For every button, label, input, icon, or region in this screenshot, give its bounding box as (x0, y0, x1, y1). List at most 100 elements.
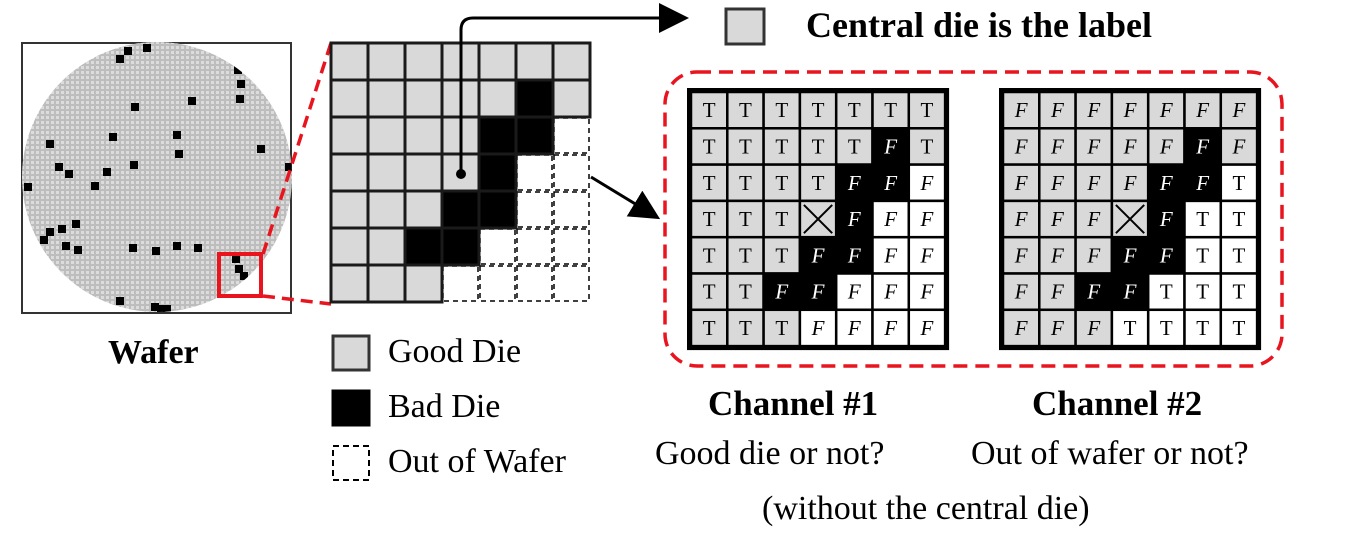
channel-cell-value: T (739, 98, 752, 122)
zoom-cell-bad (514, 115, 555, 156)
zoom-cell-bad (440, 189, 481, 230)
channel-cell (726, 127, 765, 166)
channel-cell (1001, 272, 1041, 312)
channel-cell-value: T (1233, 280, 1246, 304)
channel-cell (798, 308, 838, 348)
channel-cell-value: F (883, 207, 897, 231)
wafer-bad-die (188, 97, 196, 105)
channel-cell-value: F (920, 316, 934, 340)
wafer-bad-die (116, 55, 124, 63)
legend-good-swatch (331, 334, 371, 372)
channel-grid-border (687, 88, 950, 351)
wafer-bad-die (129, 244, 137, 252)
channel-cell-value: F (920, 171, 934, 195)
channel-cell (907, 235, 947, 275)
channel-cell-value: T (1233, 243, 1246, 267)
channel2-title: Channel #2 (1032, 384, 1203, 423)
channel-cell (726, 308, 765, 348)
channel-cell-value: T (703, 316, 716, 340)
channel-cell-value: F (1014, 316, 1028, 340)
channel-cell-value: T (739, 280, 752, 304)
channel-cell-value: F (1050, 207, 1064, 231)
channel-cell-value: F (1123, 243, 1137, 267)
channel-cell-value: F (1159, 207, 1173, 231)
channel-cell-value: T (848, 134, 861, 158)
zoom-cell-good (329, 263, 370, 304)
central-die-cross (803, 204, 833, 234)
channel-cell-value: F (1123, 280, 1137, 304)
channel-cell-value: F (1050, 98, 1064, 122)
channel-cell-value: T (812, 98, 825, 122)
zoom-cell-good (329, 115, 370, 156)
channel-cell-value: T (1160, 316, 1173, 340)
channel-cell (1074, 90, 1114, 130)
wafer-bad-die (116, 297, 124, 305)
wafer-bad-die (194, 244, 202, 252)
zoom-cell-good (551, 41, 592, 82)
channel-cell-value: T (1196, 316, 1209, 340)
channel-cell (762, 235, 802, 275)
zoom-cell-good (403, 78, 444, 119)
channel-cell-value: F (811, 316, 825, 340)
wafer-bad-die (157, 305, 165, 312)
channel-cell-value: F (1232, 134, 1246, 158)
channel1-description: Good die or not? (655, 435, 885, 472)
channel-cell (834, 308, 874, 348)
channel-cell-value: F (1159, 243, 1173, 267)
channel-cell-value: T (775, 207, 788, 231)
zoom-cell-out (479, 228, 516, 265)
zoom-cell-good (403, 263, 444, 304)
zoom-cell-out (553, 265, 590, 302)
channel-cell-value: T (775, 171, 788, 195)
zoom-cell-out (553, 154, 590, 191)
channel-cell-value: F (847, 316, 861, 340)
channel-cell-value: F (1195, 171, 1209, 195)
channel-cell-value: F (920, 280, 934, 304)
zoom-cell-good (514, 41, 555, 82)
channel-cell-value: T (1196, 207, 1209, 231)
channel-cell-value: F (920, 243, 934, 267)
channel-cell-value: T (775, 243, 788, 267)
zoom-cell-good (366, 263, 407, 304)
channel-cell (1110, 163, 1150, 203)
channel-cell (689, 90, 729, 130)
channel-cell-value: F (847, 207, 861, 231)
zoom-cell-good (366, 152, 407, 193)
channel-cell-value: F (883, 171, 897, 195)
channel-cell-value: F (1232, 98, 1246, 122)
zoom-cell-good (366, 226, 407, 267)
channels-frame (663, 70, 1284, 368)
wafer-bad-die (46, 140, 54, 148)
channel1-grid: T T T T T T TT T T T T F TT T T T F F FT T T F F FT T T F F F FT T F F F F… (687, 88, 950, 351)
channel-cell-value: F (847, 280, 861, 304)
channel-cell-value: T (703, 207, 716, 231)
zoom-cell-out (516, 154, 553, 191)
zoom-cell-out (553, 117, 590, 154)
channel-cell-value: F (1195, 98, 1209, 122)
zoom-cell-out (516, 228, 553, 265)
channel-cell-value: F (1123, 98, 1137, 122)
wafer-bad-die (173, 131, 181, 139)
legend-bad-swatch (331, 389, 371, 427)
central-die-cross (1115, 204, 1145, 234)
channel-cell-value: F (811, 243, 825, 267)
channel-cell-value: T (1196, 280, 1209, 304)
wafer-bad-die (163, 305, 171, 312)
wafer-map (21, 42, 292, 314)
channel-cell-value: T (739, 243, 752, 267)
channel1-title: Channel #1 (708, 384, 879, 423)
channel-cell (1219, 308, 1259, 348)
wafer-bad-die (152, 247, 160, 255)
channel-cell-value: F (1050, 243, 1064, 267)
channel-cell (907, 163, 947, 203)
channel-note: (without the central die) (762, 490, 1090, 527)
channel-cell-value: F (1050, 171, 1064, 195)
zoom-cell-out (516, 191, 553, 228)
channel-cell-value: F (847, 171, 861, 195)
channel-cell-value: T (703, 98, 716, 122)
channel-cell-value: F (1050, 280, 1064, 304)
wafer-bad-die (240, 272, 248, 280)
wafer-bad-die (103, 168, 111, 176)
label-swatch (724, 7, 766, 46)
